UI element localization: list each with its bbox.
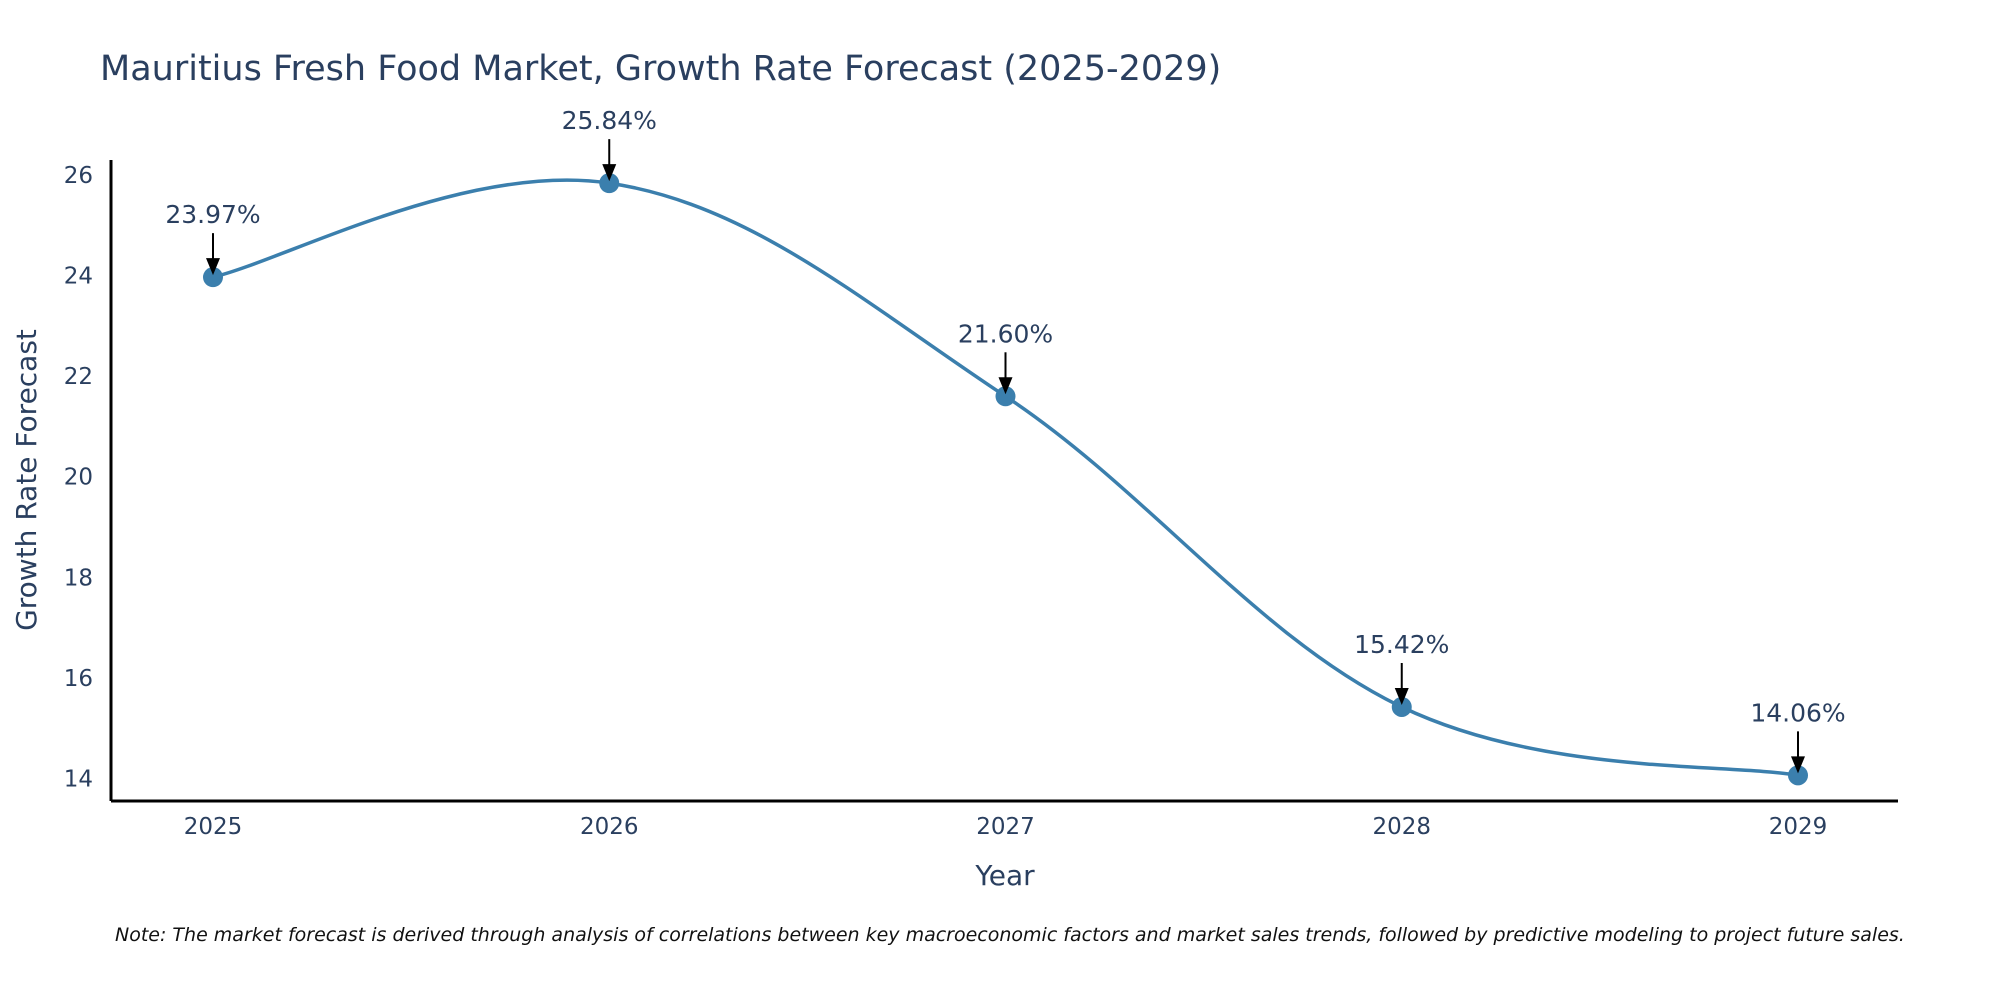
data-label: 14.06% (1750, 698, 1845, 727)
data-label-annotations: 23.97% 25.84% 21.60% 15.42% 14.06% (165, 106, 1846, 774)
data-label: 25.84% (562, 106, 657, 135)
annotation-arrow-head (1394, 687, 1409, 705)
y-tick-label: 14 (64, 766, 93, 792)
y-tick-label: 24 (64, 264, 93, 290)
data-point (203, 267, 223, 288)
data-point (995, 386, 1016, 407)
data-label: 23.97% (165, 200, 260, 229)
data-point (1788, 765, 1808, 786)
y-tick-label: 20 (64, 465, 93, 491)
data-label: 15.42% (1354, 630, 1449, 659)
y-tick-label: 18 (64, 565, 93, 591)
y-tick-label: 22 (64, 364, 93, 390)
x-tick-label: 2028 (1372, 814, 1431, 840)
chart-title: Mauritius Fresh Food Market, Growth Rate… (100, 49, 1221, 89)
y-tick-label: 16 (64, 666, 93, 692)
x-axis-ticks: 2025 2026 2027 2028 2029 (184, 814, 1828, 840)
x-axis-title: Year (974, 859, 1035, 892)
annotation-arrow-head (1791, 756, 1805, 774)
x-tick-label: 2029 (1769, 814, 1828, 840)
series-line (212, 178, 1799, 778)
annotation-arrow-head (602, 164, 617, 182)
annotation-arrow-head (998, 377, 1013, 395)
y-axis-ticks: 14 16 18 20 22 24 26 (64, 163, 93, 792)
x-tick-label: 2025 (184, 814, 243, 840)
x-tick-label: 2026 (580, 814, 639, 840)
annotation-arrow-head (206, 258, 220, 276)
y-axis-title: Growth Rate Forecast (10, 329, 43, 631)
data-label: 21.60% (958, 319, 1053, 348)
series-group (203, 173, 1808, 786)
x-tick-label: 2027 (976, 814, 1035, 840)
data-point (599, 173, 620, 194)
y-tick-label: 26 (64, 163, 93, 189)
chart-note: Note: The market forecast is derived thr… (115, 924, 1905, 946)
data-point (1391, 696, 1412, 717)
